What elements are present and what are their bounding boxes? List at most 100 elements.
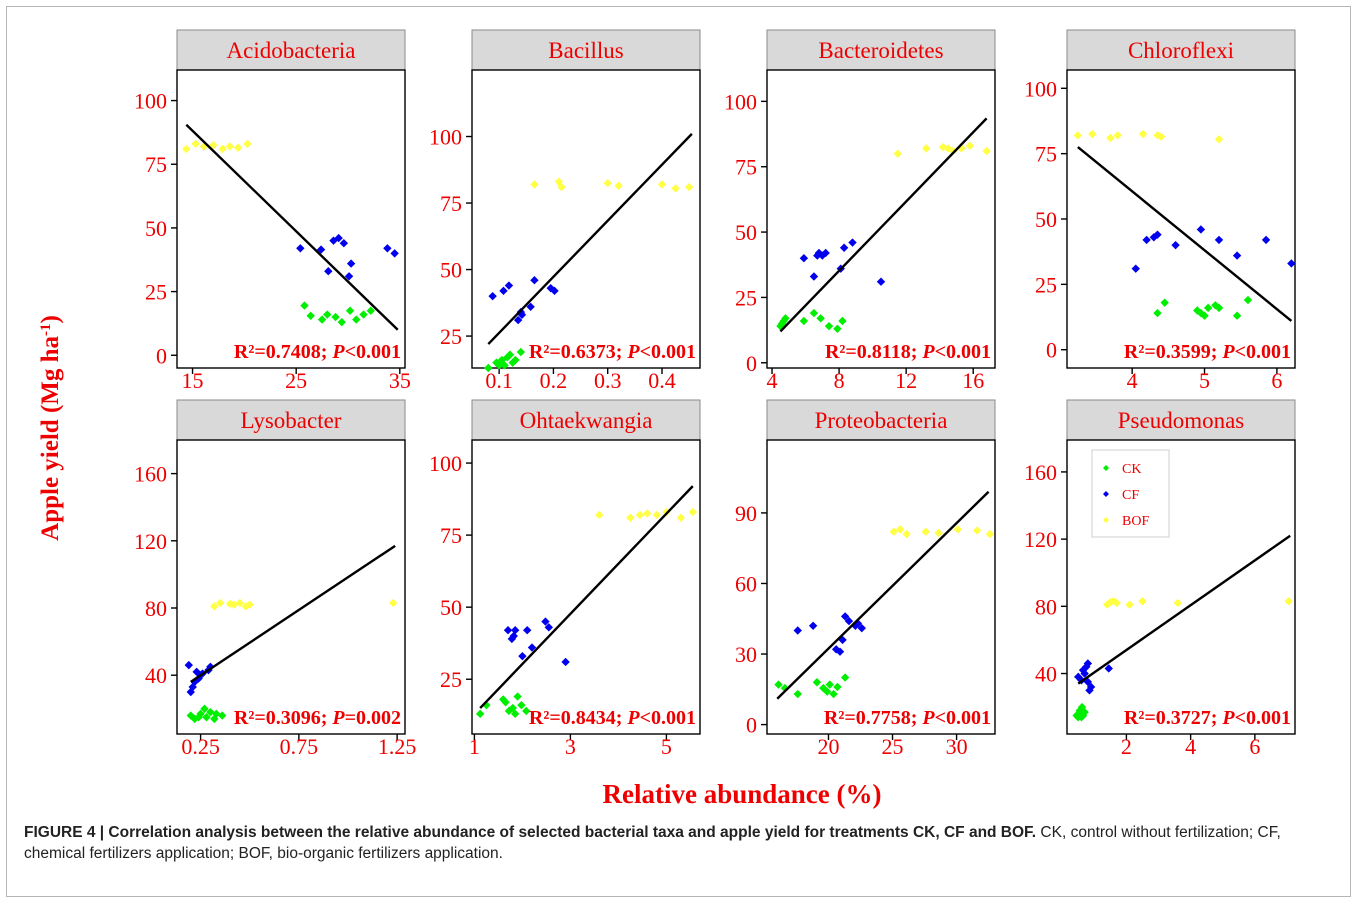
y-tick-label: 80 — [1035, 594, 1057, 619]
point-ck — [776, 321, 785, 331]
panel-chloroflexi: Chloroflexi 0 25 50 75 100 4 5 6 R²=0.3599; P<0.0… — [1024, 29, 1296, 393]
point-cf — [1078, 665, 1088, 675]
y-tick-label: 120 — [134, 529, 167, 554]
plot-area — [471, 439, 701, 735]
point-bof — [943, 144, 953, 153]
p-value: <0.001 — [640, 707, 696, 729]
panel-lysobacter: Lysobacter 40 80 120 160 0.25 0.75 1.25 R²=0.309… — [134, 399, 416, 759]
y-tick-label: 25 — [440, 667, 462, 692]
point-bof — [243, 139, 252, 149]
point-ck — [779, 316, 788, 326]
point-bof — [225, 599, 235, 608]
point-bof — [1138, 129, 1148, 139]
point-ck — [774, 680, 783, 689]
point-bof — [902, 529, 911, 539]
legend-label-bof: BOF — [1122, 514, 1149, 529]
point-cf — [390, 249, 399, 258]
panel-strip — [1066, 399, 1296, 441]
x-tick-label: 0.75 — [280, 734, 319, 759]
p-value: <0.001 — [1235, 341, 1291, 363]
y-axis-label-close: ) — [37, 315, 64, 323]
point-ck — [323, 310, 332, 319]
p-label: P — [1221, 341, 1235, 363]
point-ck — [1214, 303, 1224, 313]
y-axis-label-sup: -1 — [38, 323, 54, 336]
r2-text: R²=0.3727; — [1124, 707, 1223, 729]
point-cf — [523, 626, 532, 635]
x-tick-label: 25 — [882, 734, 904, 759]
x-tick-label: 0.2 — [540, 368, 568, 393]
point-ck — [1077, 713, 1086, 722]
point-cf — [206, 662, 215, 671]
point-ck — [812, 678, 822, 687]
y-tick-label: 30 — [735, 642, 757, 667]
y-tick-label: 25 — [1035, 272, 1057, 297]
figure-chart-grid: Apple yield (Mg ha-1) Relative abundance… — [37, 29, 1296, 809]
stat-annotation: R²=0.7758; P<0.001 — [824, 707, 991, 729]
panel-title: Acidobacteria — [227, 38, 356, 63]
point-cf — [1085, 686, 1094, 695]
point-cf — [1104, 664, 1113, 673]
p-label: P — [331, 707, 345, 729]
point-ck — [1243, 295, 1253, 305]
x-tick-label: 4 — [767, 368, 778, 393]
p-label: P — [626, 341, 640, 363]
figure-caption: FIGURE 4 | Correlation analysis between … — [24, 822, 1336, 864]
stat-annotation: R²=0.3096; P=0.002 — [234, 707, 401, 729]
stat-annotation: R²=0.7408; P<0.001 — [234, 341, 401, 363]
point-cf — [838, 635, 847, 645]
point-ck — [352, 315, 361, 324]
point-ck — [833, 682, 842, 692]
point-bof — [948, 146, 958, 156]
x-axis-label: Relative abundance (%) — [603, 779, 882, 809]
y-tick-label: 60 — [735, 571, 757, 596]
y-tick-label: 0 — [1046, 338, 1057, 363]
point-bof — [1106, 133, 1115, 143]
point-bof — [191, 139, 200, 149]
point-cf — [835, 647, 845, 656]
point-cf — [344, 272, 354, 281]
point-bof — [530, 180, 539, 189]
y-tick-label: 80 — [145, 596, 167, 621]
panel-title: Proteobacteria — [815, 408, 948, 433]
y-tick-label: 75 — [735, 155, 757, 180]
panel-title: Bacteroidetes — [818, 38, 943, 63]
point-bof — [182, 144, 191, 154]
point-bof — [676, 513, 685, 523]
point-ck — [516, 347, 526, 357]
point-bof — [216, 598, 225, 608]
panel-title: Bacillus — [548, 38, 623, 63]
point-cf — [544, 623, 553, 632]
point-cf — [527, 643, 537, 652]
point-ck — [522, 706, 531, 716]
point-cf — [857, 623, 866, 633]
point-cf — [1261, 235, 1271, 245]
y-tick-label: 100 — [134, 89, 167, 114]
point-ck — [202, 713, 211, 722]
p-label: P — [1221, 707, 1235, 729]
legend-key-bof — [1103, 517, 1109, 523]
panel-strip — [766, 399, 996, 441]
point-ck — [200, 704, 209, 713]
point-bof — [554, 177, 564, 186]
point-bof — [1073, 131, 1083, 140]
point-cf — [546, 283, 555, 293]
p-value: <0.001 — [935, 341, 991, 363]
r2-text: R²=0.3599; — [1124, 341, 1223, 363]
point-cf — [839, 243, 849, 252]
point-ck — [500, 361, 509, 370]
y-tick-label: 75 — [145, 152, 167, 177]
point-cf — [821, 248, 830, 258]
point-ck — [1196, 308, 1206, 318]
caption-title: FIGURE 4 | Correlation analysis between … — [24, 824, 1037, 841]
point-cf — [848, 238, 857, 247]
point-cf — [296, 244, 305, 253]
y-tick-label: 40 — [145, 663, 167, 688]
r2-text: R²=0.7758; — [824, 707, 923, 729]
point-ck — [300, 301, 309, 310]
panel-strip — [471, 399, 701, 441]
point-cf — [1287, 259, 1296, 268]
point-bof — [1214, 135, 1224, 144]
point-ck — [218, 711, 227, 720]
y-tick-label: 25 — [440, 324, 462, 349]
